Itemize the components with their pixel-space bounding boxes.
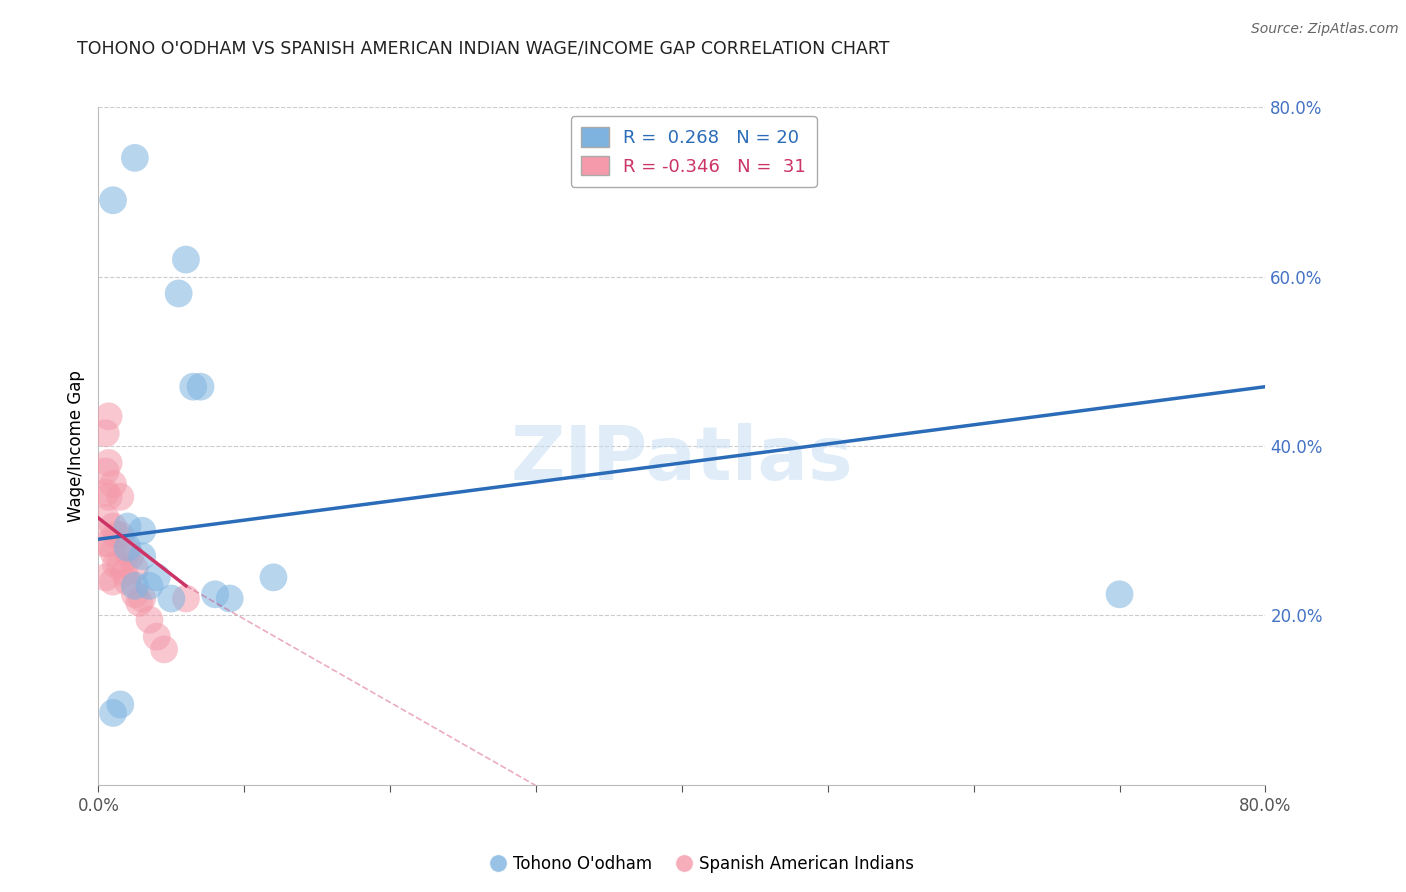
Point [160, 591, 183, 606]
Point [101, 477, 124, 491]
Point [117, 574, 139, 589]
Point [131, 591, 153, 606]
Point [94, 511, 117, 525]
Point [138, 613, 160, 627]
Point [131, 549, 153, 564]
Point [174, 591, 197, 606]
Point [124, 562, 146, 576]
Point [94, 536, 117, 550]
Point [190, 379, 212, 393]
Legend: R =  0.268   N = 20, R = -0.346   N =  31: R = 0.268 N = 20, R = -0.346 N = 31 [571, 116, 817, 186]
Point [97, 456, 120, 470]
Text: ZIPatlas: ZIPatlas [510, 423, 853, 496]
Y-axis label: Wage/Income Gap: Wage/Income Gap [66, 370, 84, 522]
Point [117, 541, 139, 555]
Point [204, 587, 226, 601]
Point [1108, 587, 1130, 601]
Point [101, 706, 124, 720]
Point [94, 485, 117, 500]
Point [262, 570, 284, 584]
Point [181, 379, 204, 393]
Point [104, 528, 127, 542]
Point [124, 579, 146, 593]
Legend: Tohono O'odham, Spanish American Indians: Tohono O'odham, Spanish American Indians [485, 848, 921, 880]
Point [101, 545, 124, 559]
Point [117, 519, 139, 533]
Point [94, 570, 117, 584]
Point [124, 151, 146, 165]
Point [97, 490, 120, 504]
Point [218, 591, 240, 606]
Point [146, 630, 169, 644]
Point [94, 426, 117, 441]
Point [114, 566, 136, 580]
Point [110, 698, 132, 712]
Text: Source: ZipAtlas.com: Source: ZipAtlas.com [1251, 22, 1399, 37]
Point [101, 193, 124, 207]
Point [97, 536, 120, 550]
Point [128, 596, 150, 610]
Point [174, 252, 197, 267]
Point [101, 574, 124, 589]
Point [138, 579, 160, 593]
Point [110, 490, 132, 504]
Point [117, 545, 139, 559]
Point [97, 409, 120, 424]
Text: TOHONO O'ODHAM VS SPANISH AMERICAN INDIAN WAGE/INCOME GAP CORRELATION CHART: TOHONO O'ODHAM VS SPANISH AMERICAN INDIA… [77, 40, 890, 58]
Point [131, 524, 153, 538]
Point [146, 570, 169, 584]
Point [110, 558, 132, 572]
Point [104, 558, 127, 572]
Point [94, 464, 117, 478]
Point [167, 286, 190, 301]
Point [124, 587, 146, 601]
Point [110, 528, 132, 542]
Point [153, 642, 176, 657]
Point [101, 519, 124, 533]
Point [120, 549, 142, 564]
